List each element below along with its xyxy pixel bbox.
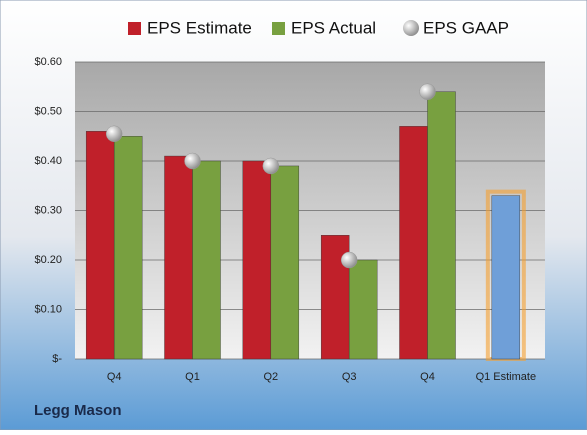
x-tick-label: Q2 <box>263 371 278 383</box>
bar <box>85 131 115 360</box>
chart-title: Legg Mason <box>34 402 122 419</box>
bar <box>164 155 193 360</box>
bar <box>427 91 456 360</box>
gaap-marker <box>105 125 123 143</box>
legend-label: EPS Actual <box>291 18 376 37</box>
legend-label: EPS Estimate <box>147 18 252 37</box>
gaap-marker <box>262 157 280 175</box>
y-tick-label: $0.40 <box>34 155 62 167</box>
bar <box>491 195 521 360</box>
bar <box>113 136 143 360</box>
legend-label: EPS GAAP <box>423 18 509 37</box>
y-tick-label: $- <box>52 353 62 365</box>
y-tick-label: $0.10 <box>34 303 62 315</box>
legend-marker <box>272 22 285 35</box>
bar <box>270 165 300 360</box>
y-tick-label: $0.30 <box>34 204 62 216</box>
legend-marker <box>403 20 419 36</box>
bar <box>399 126 428 360</box>
y-tick-label: $0.20 <box>34 254 62 266</box>
bar <box>192 160 221 360</box>
x-tick-label: Q1 Estimate <box>476 371 537 383</box>
x-tick-label: Q4 <box>420 371 435 383</box>
gaap-marker <box>419 83 436 100</box>
y-tick-label: $0.60 <box>34 56 62 68</box>
gaap-marker <box>184 152 201 170</box>
gaap-marker <box>340 251 358 269</box>
x-tick-label: Q4 <box>107 371 122 383</box>
x-tick-label: Q3 <box>342 371 357 383</box>
bar <box>242 160 272 360</box>
legend-marker <box>128 22 141 35</box>
x-tick-label: Q1 <box>185 371 200 383</box>
y-tick-label: $0.50 <box>34 105 62 117</box>
bar <box>348 259 378 360</box>
